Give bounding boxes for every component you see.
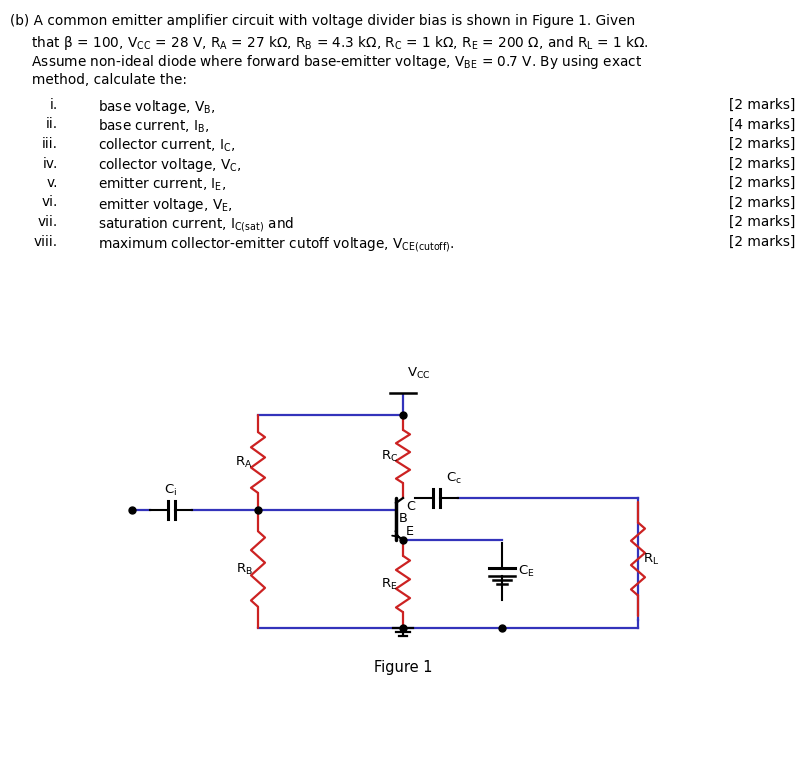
Text: base current, I$_{\rm B}$,: base current, I$_{\rm B}$, xyxy=(98,117,209,135)
Text: R$_{\rm L}$: R$_{\rm L}$ xyxy=(643,552,659,566)
Text: vi.: vi. xyxy=(42,196,58,210)
Text: [2 marks]: [2 marks] xyxy=(729,137,795,151)
Text: Figure 1: Figure 1 xyxy=(374,660,433,675)
Text: R$_{\rm C}$: R$_{\rm C}$ xyxy=(381,449,398,464)
Text: [2 marks]: [2 marks] xyxy=(729,235,795,249)
Text: saturation current, I$_{\rm C(sat)}$ and: saturation current, I$_{\rm C(sat)}$ and xyxy=(98,215,294,234)
Text: iii.: iii. xyxy=(42,137,58,151)
Text: [2 marks]: [2 marks] xyxy=(729,98,795,112)
Text: emitter voltage, V$_{\rm E}$,: emitter voltage, V$_{\rm E}$, xyxy=(98,196,233,214)
Text: base voltage, V$_{\rm B}$,: base voltage, V$_{\rm B}$, xyxy=(98,98,215,116)
Text: Assume non-ideal diode where forward base-emitter voltage, V$_{\rm BE}$ = 0.7 V.: Assume non-ideal diode where forward bas… xyxy=(10,53,642,71)
Text: R$_{\rm A}$: R$_{\rm A}$ xyxy=(236,455,253,470)
Text: R$_{\rm E}$: R$_{\rm E}$ xyxy=(382,577,398,591)
Text: maximum collector-emitter cutoff voltage, V$_{\rm CE(cutoff)}$.: maximum collector-emitter cutoff voltage… xyxy=(98,235,454,253)
Text: B: B xyxy=(399,512,408,525)
Text: E: E xyxy=(406,525,414,538)
Text: [2 marks]: [2 marks] xyxy=(729,156,795,170)
Text: that β = 100, V$_{\rm CC}$ = 28 V, R$_{\rm A}$ = 27 kΩ, R$_{\rm B}$ = 4.3 kΩ, R$: that β = 100, V$_{\rm CC}$ = 28 V, R$_{\… xyxy=(10,33,649,51)
Text: i.: i. xyxy=(50,98,58,112)
Text: collector voltage, V$_{\rm C}$,: collector voltage, V$_{\rm C}$, xyxy=(98,156,242,175)
Text: [2 marks]: [2 marks] xyxy=(729,215,795,229)
Text: method, calculate the:: method, calculate the: xyxy=(10,72,187,86)
Text: emitter current, I$_{\rm E}$,: emitter current, I$_{\rm E}$, xyxy=(98,176,227,193)
Text: ii.: ii. xyxy=(46,117,58,131)
Text: C: C xyxy=(406,500,415,513)
Text: vii.: vii. xyxy=(38,215,58,229)
Text: V$_{\rm CC}$: V$_{\rm CC}$ xyxy=(407,366,431,381)
Text: collector current, I$_{\rm C}$,: collector current, I$_{\rm C}$, xyxy=(98,137,236,155)
Text: iv.: iv. xyxy=(43,156,58,170)
Text: v.: v. xyxy=(47,176,58,190)
Text: C$_{\rm c}$: C$_{\rm c}$ xyxy=(446,471,462,486)
Text: C$_{\rm i}$: C$_{\rm i}$ xyxy=(165,483,178,498)
Text: viii.: viii. xyxy=(34,235,58,249)
Text: [2 marks]: [2 marks] xyxy=(729,196,795,210)
Text: [4 marks]: [4 marks] xyxy=(729,117,795,131)
Text: [2 marks]: [2 marks] xyxy=(729,176,795,190)
Text: (b) A common emitter amplifier circuit with voltage divider bias is shown in Fig: (b) A common emitter amplifier circuit w… xyxy=(10,14,635,28)
Text: R$_{\rm B}$: R$_{\rm B}$ xyxy=(236,562,253,577)
Text: C$_{\rm E}$: C$_{\rm E}$ xyxy=(518,564,534,579)
